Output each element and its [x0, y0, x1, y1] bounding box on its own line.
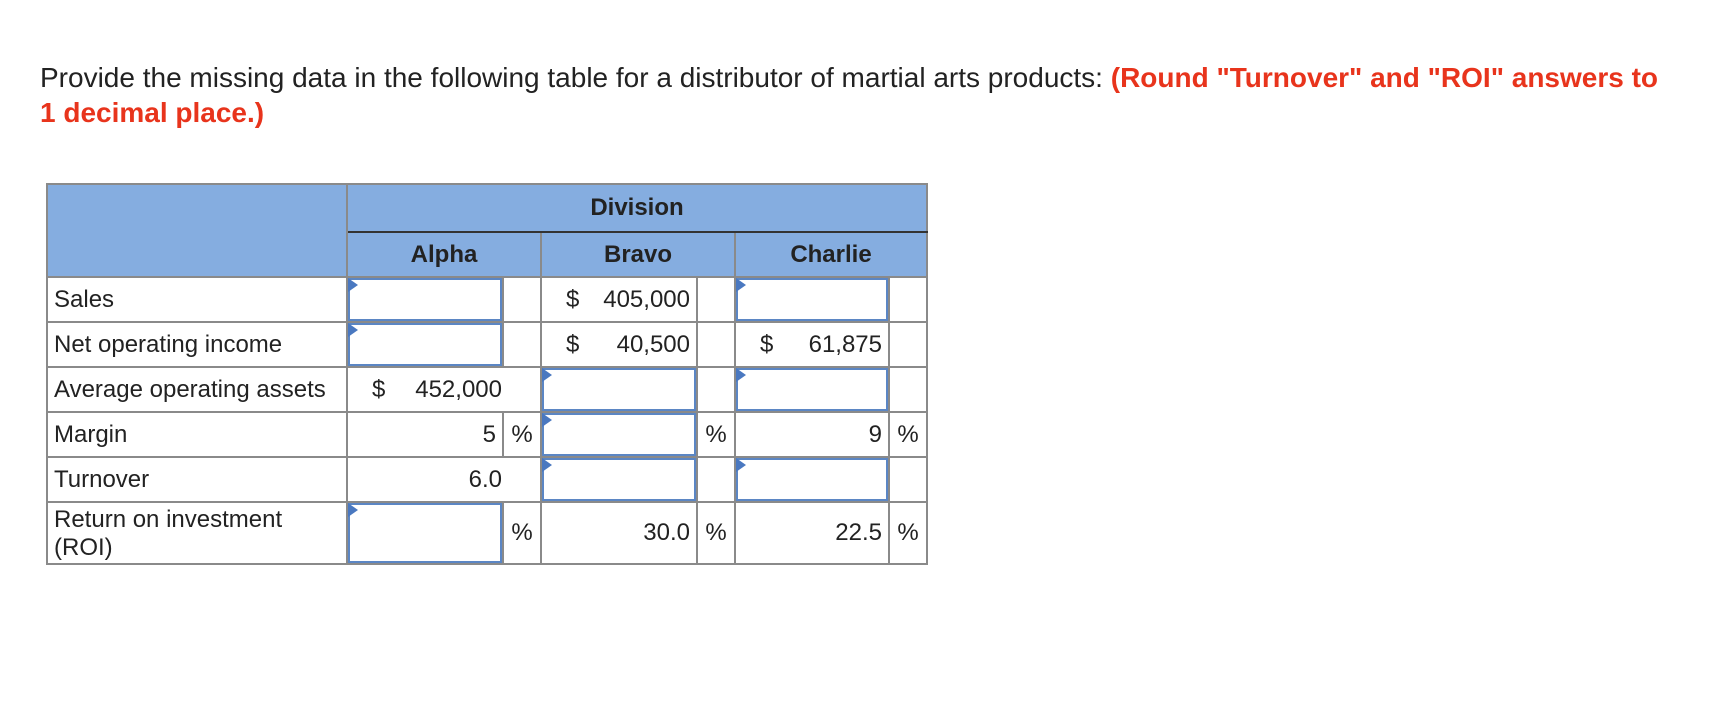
- question-prompt: Provide the missing data in the followin…: [40, 60, 1680, 130]
- sales-alpha-unit-cell: [502, 276, 542, 323]
- sales-bravo-unit-cell: [696, 276, 736, 323]
- margin-bravo-input[interactable]: [546, 417, 692, 452]
- noi-alpha-input-box: [348, 323, 502, 366]
- currency-symbol: $: [372, 375, 386, 403]
- prompt-text: Provide the missing data in the followin…: [40, 62, 1103, 93]
- assets-bravo-input[interactable]: [546, 372, 692, 407]
- turnover-alpha-value: 6.0: [468, 465, 502, 493]
- table-row-roi: Return on investment (ROI) % 30.0 % 22.5…: [46, 501, 928, 565]
- margin-alpha-unit: %: [502, 411, 542, 458]
- noi-charlie-unit-cell: [888, 321, 928, 368]
- noi-alpha-unit-cell: [502, 321, 542, 368]
- assets-bravo-unit-cell: [696, 366, 736, 413]
- roi-charlie-value-cell: 22.5: [734, 501, 890, 565]
- assets-alpha-value: 452,000: [415, 375, 502, 403]
- margin-charlie-value-cell: 9: [734, 411, 890, 458]
- margin-charlie-value: 9: [868, 420, 882, 448]
- row-label-sales: Sales: [46, 276, 348, 323]
- roi-charlie-unit: %: [888, 501, 928, 565]
- table-row-noi: Net operating income $ 40,500 $ 61,875: [46, 321, 928, 368]
- margin-alpha-value-cell: 5: [346, 411, 504, 458]
- turnover-bravo-input-box: [542, 458, 696, 501]
- margin-bravo-unit: %: [696, 411, 736, 458]
- assets-charlie-input-box: [736, 368, 888, 411]
- noi-bravo-unit-cell: [696, 321, 736, 368]
- sales-alpha-cell: [346, 276, 504, 323]
- rounding-hint: (Round "Turnover" and "ROI" answers to 1…: [40, 62, 1659, 128]
- turnover-bravo-unit-cell: [696, 456, 736, 503]
- row-label-assets: Average operating assets: [46, 366, 348, 413]
- margin-alpha-value: 5: [482, 420, 496, 448]
- table-row-turnover: Turnover 6.0: [46, 456, 928, 503]
- table-row-assets: Average operating assets $ 452,000: [46, 366, 928, 413]
- noi-alpha-input[interactable]: [352, 327, 498, 362]
- sales-alpha-input[interactable]: [352, 282, 498, 317]
- noi-charlie-value: 61,875: [808, 330, 882, 358]
- margin-charlie-unit: %: [888, 411, 928, 458]
- noi-charlie-value-cell: $ 61,875: [734, 321, 890, 368]
- roi-alpha-unit: %: [502, 501, 542, 565]
- currency-symbol: $: [760, 330, 774, 358]
- roi-alpha-input-box: [348, 503, 502, 563]
- column-header-bravo: Bravo: [540, 231, 736, 278]
- roi-bravo-value-cell: 30.0: [540, 501, 698, 565]
- assets-charlie-unit-cell: [888, 366, 928, 413]
- roi-alpha-input[interactable]: [352, 507, 498, 559]
- sales-bravo-value-cell: $ 405,000: [540, 276, 698, 323]
- margin-bravo-cell: [540, 411, 698, 458]
- column-header-alpha: Alpha: [346, 231, 542, 278]
- sales-charlie-input[interactable]: [740, 282, 884, 317]
- currency-symbol: $: [566, 330, 580, 358]
- sales-alpha-input-box: [348, 278, 502, 321]
- row-label-roi: Return on investment (ROI): [46, 501, 348, 565]
- assets-bravo-cell: [540, 366, 698, 413]
- row-label-noi: Net operating income: [46, 321, 348, 368]
- noi-bravo-value-cell: $ 40,500: [540, 321, 698, 368]
- sales-charlie-cell: [734, 276, 890, 323]
- division-header: Division: [346, 183, 928, 233]
- turnover-alpha-value-cell: 6.0: [346, 456, 542, 503]
- turnover-charlie-input-box: [736, 458, 888, 501]
- division-data-table: Division Alpha Bravo Charlie Sales $ 405…: [46, 183, 928, 565]
- roi-alpha-cell: [346, 501, 504, 565]
- margin-bravo-input-box: [542, 413, 696, 456]
- row-label-margin: Margin: [46, 411, 348, 458]
- turnover-charlie-cell: [734, 456, 890, 503]
- assets-bravo-input-box: [542, 368, 696, 411]
- assets-charlie-cell: [734, 366, 890, 413]
- turnover-bravo-cell: [540, 456, 698, 503]
- table-row-sales: Sales $ 405,000: [46, 276, 928, 323]
- row-label-roi-line2: (ROI): [54, 534, 113, 561]
- turnover-bravo-input[interactable]: [546, 462, 692, 497]
- turnover-charlie-input[interactable]: [740, 462, 884, 497]
- sales-charlie-input-box: [736, 278, 888, 321]
- noi-bravo-value: 40,500: [616, 330, 690, 358]
- row-label-turnover: Turnover: [46, 456, 348, 503]
- table-row-margin: Margin 5 % % 9 %: [46, 411, 928, 458]
- noi-alpha-cell: [346, 321, 504, 368]
- roi-bravo-value: 30.0: [643, 519, 690, 546]
- assets-charlie-input[interactable]: [740, 372, 884, 407]
- column-header-charlie: Charlie: [734, 231, 928, 278]
- assets-alpha-value-cell: $ 452,000: [346, 366, 542, 413]
- sales-bravo-value: 405,000: [603, 285, 690, 313]
- currency-symbol: $: [566, 285, 580, 313]
- row-label-roi-line1: Return on investment: [54, 506, 283, 533]
- roi-bravo-unit: %: [696, 501, 736, 565]
- roi-charlie-value: 22.5: [835, 519, 882, 546]
- sales-charlie-unit-cell: [888, 276, 928, 323]
- turnover-charlie-unit-cell: [888, 456, 928, 503]
- header-corner-cell: [46, 183, 348, 278]
